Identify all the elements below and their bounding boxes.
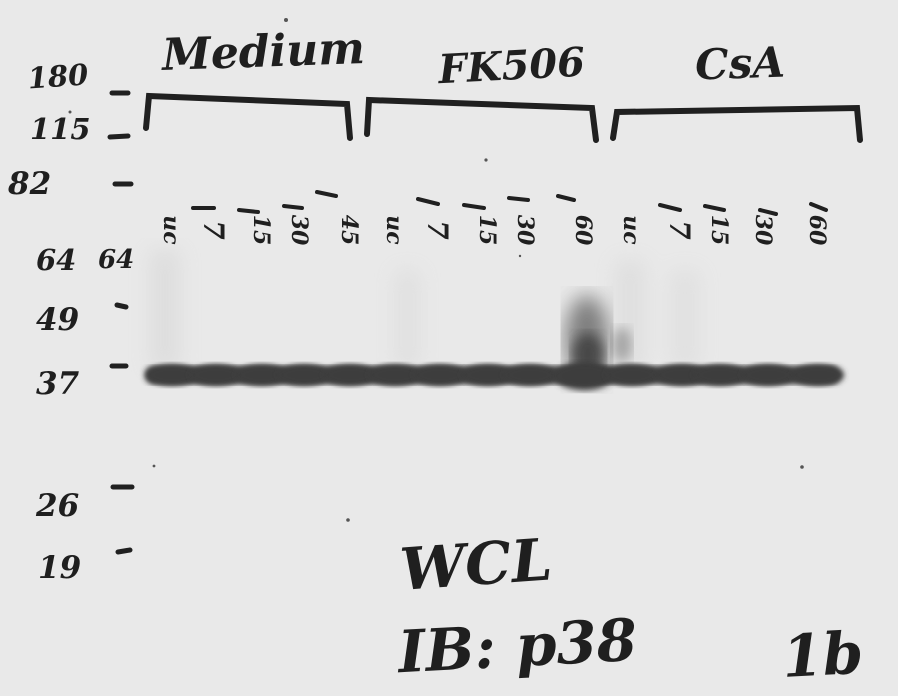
lane-dash [416,197,440,206]
lane-label-1: uc [158,215,184,245]
tick-115 [107,133,131,140]
band-lane-5 [324,364,376,386]
sample-label: WCL [398,525,554,603]
lane-dash-marks [191,190,828,216]
lane-dash [507,196,530,202]
marker-label-64: 64 [36,243,76,277]
marker-ticks [107,90,135,555]
lane-label-5: 45 [336,215,362,246]
marker-label-115: 115 [30,112,91,146]
lane-dash [462,203,486,210]
lane-label-3: 15 [248,215,274,246]
antibody-label: IB: p38 [394,606,638,687]
lane-label-13: 15 [706,215,732,246]
lane-label-14: 30 [750,215,776,246]
lane-label-11: uc [618,215,644,245]
lane-label-4: 30 [286,215,312,246]
dust-specks [68,18,804,522]
band-lane-3 [236,364,288,386]
group-brackets [143,92,863,143]
marker-label-37: 37 [36,366,80,402]
marker-label-26: 26 [35,488,79,524]
band-lane-13 [694,364,746,386]
band-lane-7 [414,364,466,386]
marker-label-180: 180 [27,57,90,95]
band-lane-6 [369,364,421,386]
lane-dash [556,194,576,202]
lane-label-2: 7 [197,220,230,240]
lane-dash [658,203,682,212]
lane-label-12: 7 [663,220,696,240]
bracket-medium [143,92,353,141]
tick-49 [114,302,129,310]
band-lane-15 [792,364,844,386]
blot-number: 1b [781,619,865,691]
band-lane-9 [504,364,556,386]
band-lane-14 [742,364,794,386]
lane-dash [809,202,828,212]
group-label-medium: Medium [159,23,365,81]
marker-label-82: 82 [7,166,51,202]
band-lane-12 [656,364,708,386]
lane-label-6: uc [381,215,407,245]
group-label-fk506: FK506 [436,39,586,94]
lane-dash [237,208,260,214]
marker-label-49: 49 [36,302,79,338]
lane-label-15: 60 [804,215,830,246]
lane-dash [282,204,304,210]
lane-label-10: 60 [570,215,596,246]
lane-label-8: 15 [474,215,500,246]
band-lane-2 [190,364,242,386]
band-row [145,362,844,390]
lane-dash [758,208,778,216]
bracket-fk506 [364,96,599,143]
tick-19 [115,547,133,555]
marker-label-19: 19 [38,550,81,586]
band-lane-11 [606,364,658,386]
lane-label-7: 7 [421,220,454,240]
band-lane-10 [554,362,614,390]
group-label-csa: CsA [694,37,785,89]
bracket-csa [610,104,863,143]
marker-labels: 180 115 82 64 49 37 26 19 64 [7,57,134,586]
lane-dash [703,204,726,212]
lane-dash [315,190,338,198]
band-lane-1 [146,364,198,386]
band-lane-4 [278,364,330,386]
lane-label-9: 30 [512,215,538,246]
lane-labels: uc 7 15 30 45 uc 7 15 30 60 uc 7 15 30 60 [158,215,830,246]
marker-label-64-extra: 64 [98,245,134,275]
band-lane-8 [462,364,514,386]
